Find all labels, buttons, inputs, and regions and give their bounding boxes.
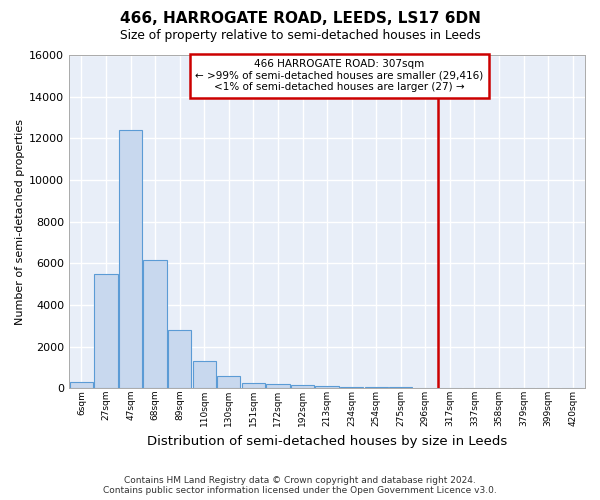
Bar: [217, 376, 241, 388]
Bar: [193, 362, 216, 388]
Bar: [340, 386, 364, 388]
Text: 466 HARROGATE ROAD: 307sqm
← >99% of semi-detached houses are smaller (29,416)
<: 466 HARROGATE ROAD: 307sqm ← >99% of sem…: [195, 59, 484, 92]
Y-axis label: Number of semi-detached properties: Number of semi-detached properties: [15, 118, 25, 324]
Text: Contains public sector information licensed under the Open Government Licence v3: Contains public sector information licen…: [103, 486, 497, 495]
Text: Size of property relative to semi-detached houses in Leeds: Size of property relative to semi-detach…: [119, 29, 481, 42]
Bar: [316, 386, 339, 388]
Bar: [242, 383, 265, 388]
Text: Contains HM Land Registry data © Crown copyright and database right 2024.: Contains HM Land Registry data © Crown c…: [124, 476, 476, 485]
Bar: [70, 382, 93, 388]
Bar: [291, 386, 314, 388]
Bar: [168, 330, 191, 388]
Bar: [266, 384, 290, 388]
Bar: [94, 274, 118, 388]
X-axis label: Distribution of semi-detached houses by size in Leeds: Distribution of semi-detached houses by …: [147, 434, 507, 448]
Text: 466, HARROGATE ROAD, LEEDS, LS17 6DN: 466, HARROGATE ROAD, LEEDS, LS17 6DN: [119, 11, 481, 26]
Bar: [365, 387, 388, 388]
Bar: [119, 130, 142, 388]
Bar: [143, 260, 167, 388]
